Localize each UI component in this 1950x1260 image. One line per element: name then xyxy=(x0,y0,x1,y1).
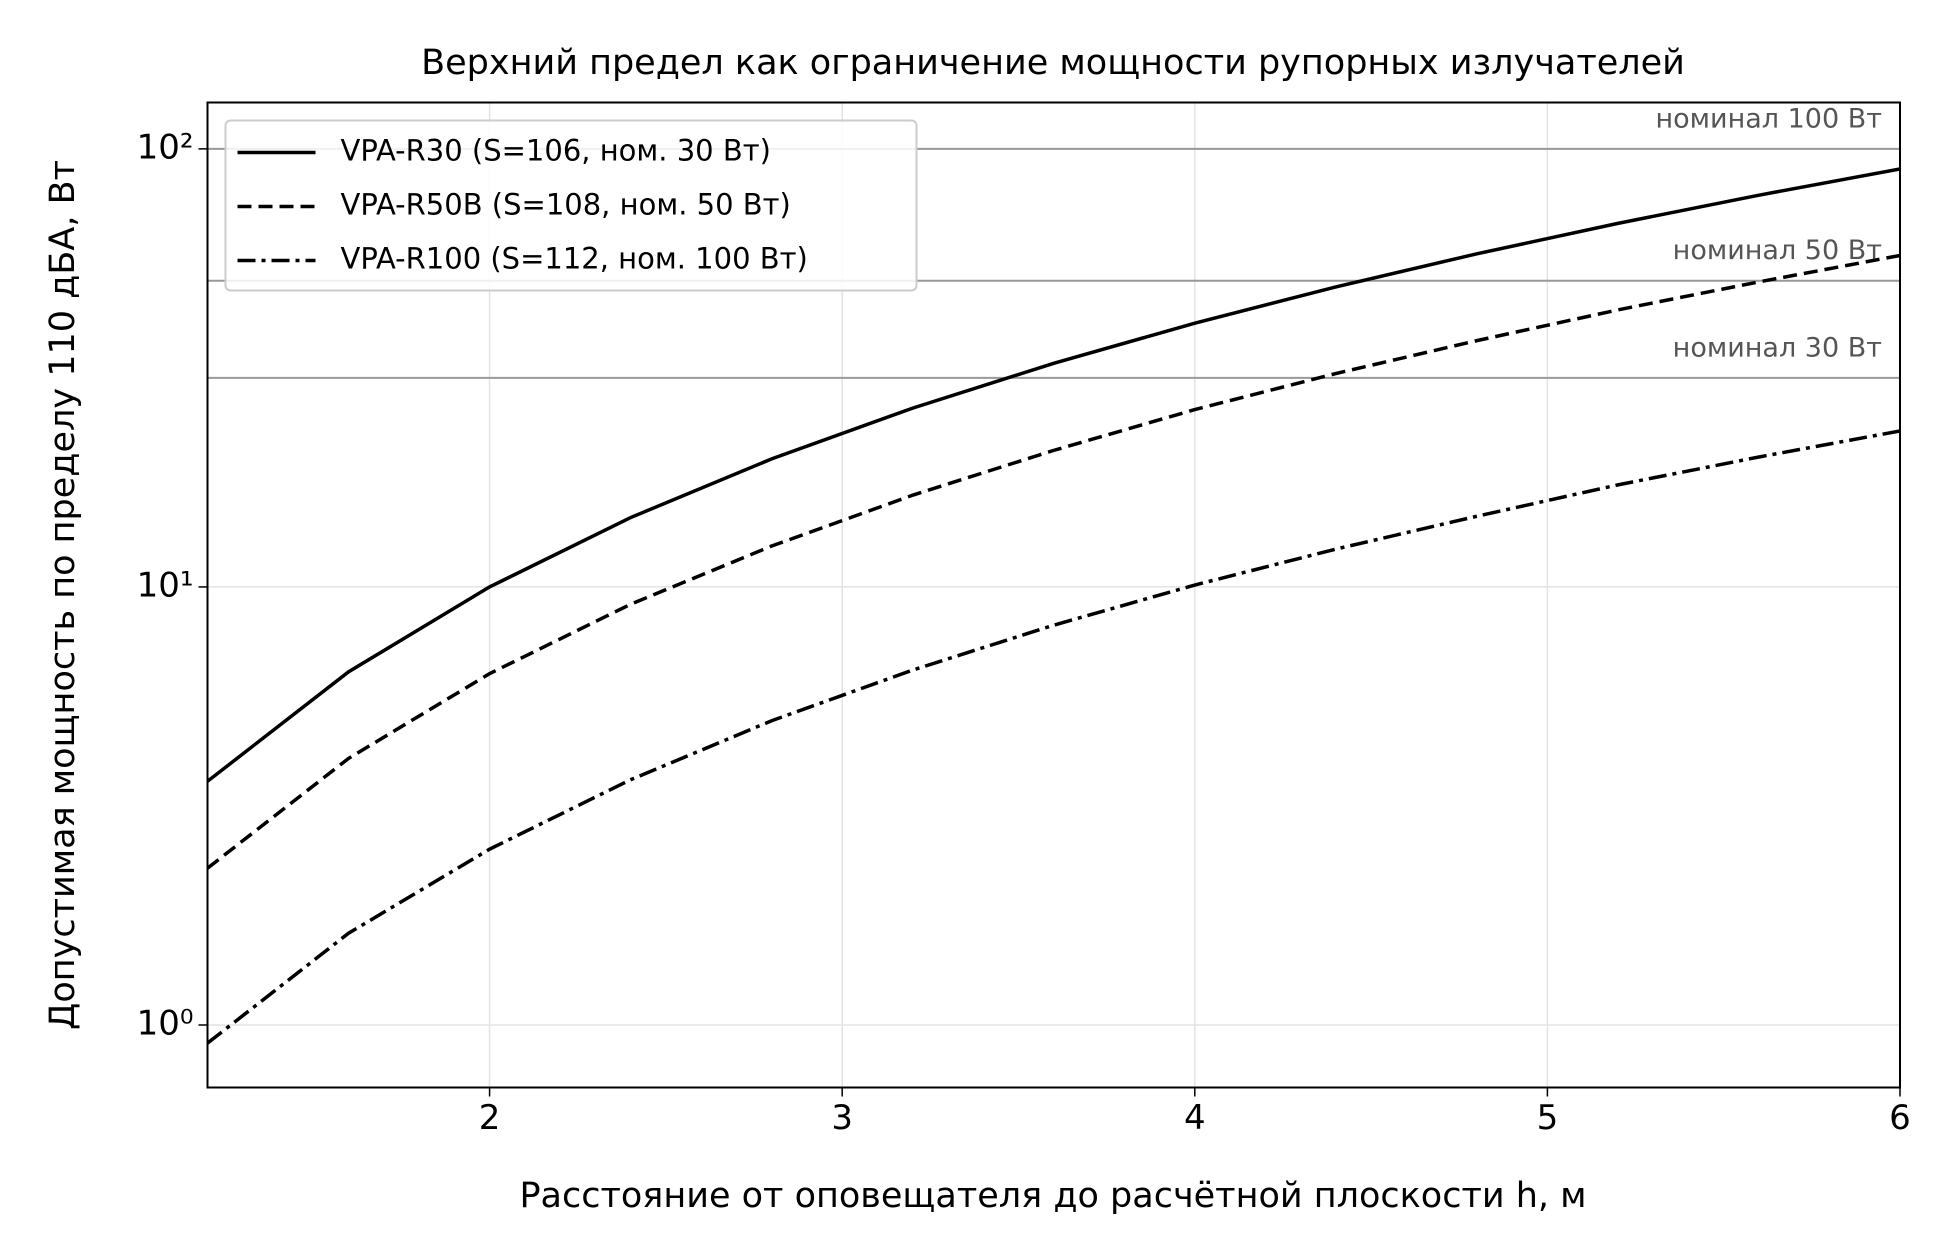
x-tick-label: 3 xyxy=(831,1098,853,1138)
reference-label: номинал 100 Вт xyxy=(1656,103,1883,134)
series-line xyxy=(207,429,1900,1045)
plot-frame xyxy=(206,101,1901,1089)
x-tick-label: 5 xyxy=(1537,1098,1559,1138)
y-tick-label: 10² xyxy=(137,127,194,167)
legend-label: VPA-R50B (S=108, ном. 50 Вт) xyxy=(341,188,791,222)
chart-title: Верхний предел как ограничение мощности … xyxy=(421,43,1685,83)
legend-label: VPA-R100 (S=112, ном. 100 Вт) xyxy=(341,242,808,276)
legend-box xyxy=(224,119,918,292)
x-tick-label: 2 xyxy=(479,1098,501,1138)
series-line xyxy=(207,253,1900,870)
x-tick-label: 6 xyxy=(1889,1098,1911,1138)
legend-label: VPA-R30 (S=106, ном. 30 Вт) xyxy=(341,134,771,168)
y-axis-label: Допустимая мощность по пределу 110 дБА, … xyxy=(43,160,83,1030)
reference-label: номинал 50 Вт xyxy=(1673,235,1882,266)
x-axis-label: Расстояние от оповещателя до расчётной п… xyxy=(519,1176,1586,1216)
series-line xyxy=(207,167,1900,783)
reference-label: номинал 30 Вт xyxy=(1673,332,1882,363)
y-tick-label: 10¹ xyxy=(137,565,194,605)
x-tick-label: 4 xyxy=(1184,1098,1206,1138)
y-tick-label: 10⁰ xyxy=(137,1004,194,1044)
